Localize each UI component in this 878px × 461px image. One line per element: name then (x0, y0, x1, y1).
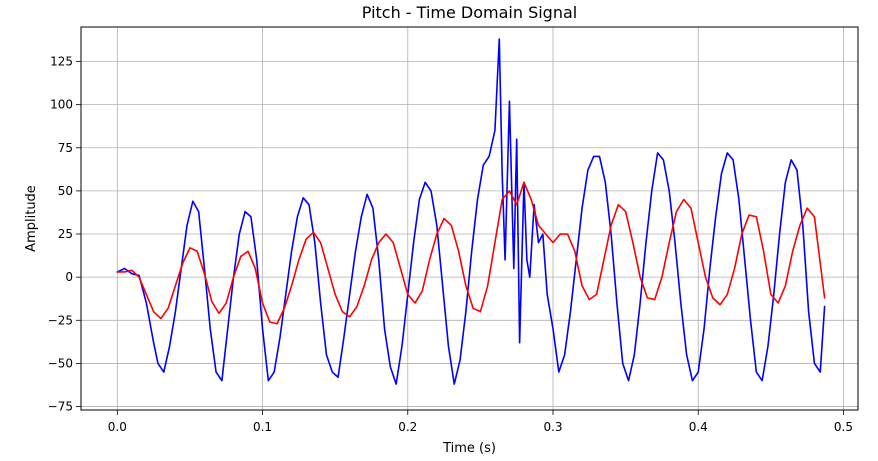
x-tick-label: 0.0 (108, 420, 127, 434)
y-tick-label: 0 (65, 270, 73, 284)
y-tick-label: −75 (48, 400, 73, 414)
y-axis-label: Amplitude (24, 185, 39, 252)
grid (81, 27, 858, 410)
x-axis-label: Time (s) (442, 441, 496, 456)
x-tick-label: 0.5 (834, 420, 853, 434)
chart-title: Pitch - Time Domain Signal (362, 3, 577, 22)
plot-frame (80, 26, 859, 411)
red-series-line (116, 181, 826, 325)
y-tick-label: 125 (50, 55, 73, 69)
x-tick-label: 0.4 (689, 420, 708, 434)
y-tick-label: 25 (58, 227, 73, 241)
x-tick-label: 0.2 (398, 420, 417, 434)
y-tick-label: 100 (50, 98, 73, 112)
y-tick-label: 50 (58, 184, 73, 198)
y-tick-label: −25 (48, 313, 73, 327)
y-tick-label: 75 (58, 141, 73, 155)
y-tick-label: −50 (48, 356, 73, 370)
ticks: 0.0 0.1 0.2 0.3 0.4 0.5 −75 −50 −25 0 25 50 75 100 125 (48, 55, 853, 434)
x-tick-label: 0.3 (543, 420, 562, 434)
blue-series-line (116, 38, 826, 385)
x-tick-label: 0.1 (253, 420, 272, 434)
series-group (116, 38, 826, 385)
